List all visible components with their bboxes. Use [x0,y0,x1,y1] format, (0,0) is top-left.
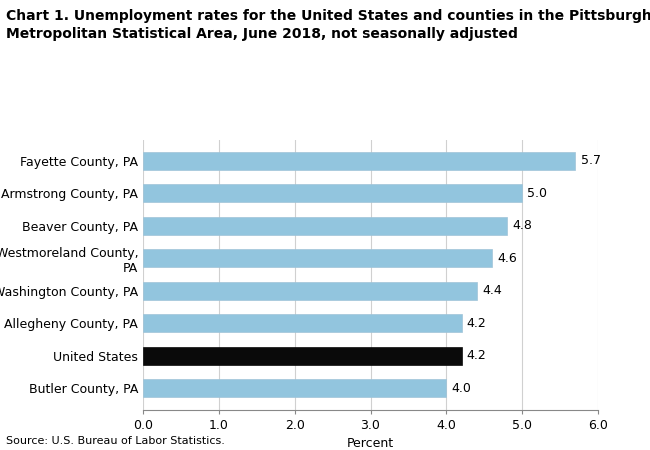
Text: 5.0: 5.0 [528,187,547,200]
Text: 4.0: 4.0 [452,382,471,395]
Bar [143,217,507,234]
Bar [143,315,462,332]
Text: Source: U.S. Bureau of Labor Statistics.: Source: U.S. Bureau of Labor Statistics. [6,436,226,446]
Text: 4.8: 4.8 [512,219,532,232]
Bar [143,379,447,397]
Text: 4.4: 4.4 [482,284,502,297]
Text: Chart 1. Unemployment rates for the United States and counties in the Pittsburgh: Chart 1. Unemployment rates for the Unit… [6,9,650,41]
Bar [143,184,522,202]
Text: 4.2: 4.2 [467,349,487,362]
X-axis label: Percent: Percent [347,437,394,450]
Text: 4.2: 4.2 [467,317,487,330]
Text: 4.6: 4.6 [497,252,517,265]
Bar [143,249,492,267]
Text: 5.7: 5.7 [580,154,601,167]
Bar [143,282,476,300]
Bar [143,152,575,170]
Bar [143,347,462,364]
